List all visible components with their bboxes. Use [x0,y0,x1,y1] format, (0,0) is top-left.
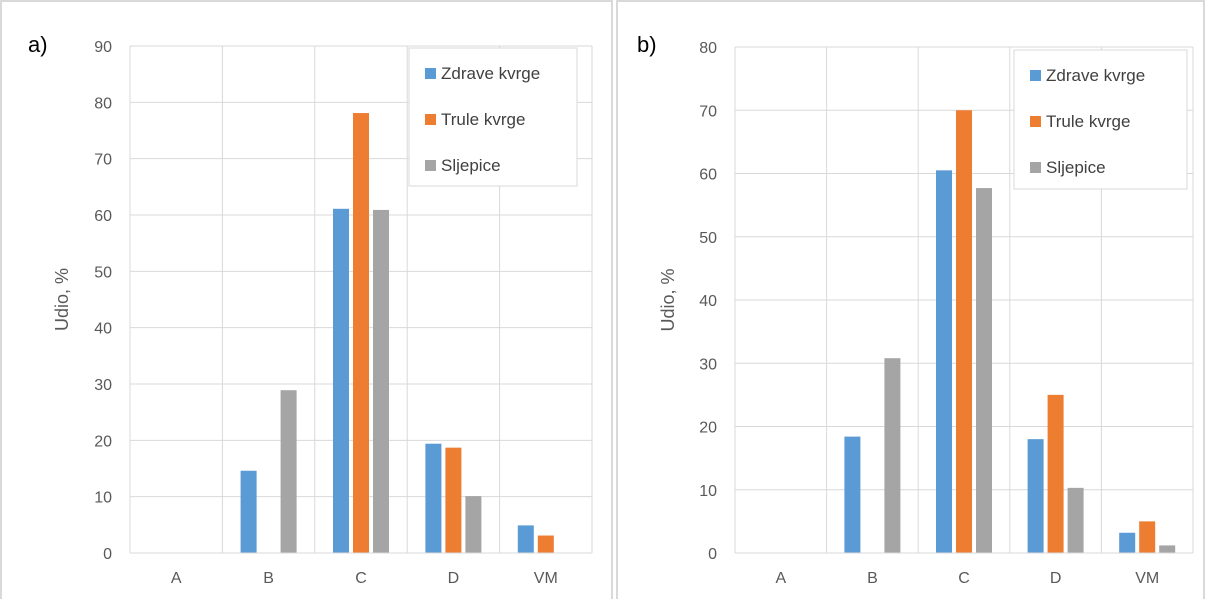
bar-chart-b: 0 10 20 30 40 50 60 70 80 Udio, % A B C D VM Zdrave kvr… [658,40,1194,587]
legend-swatch [1030,116,1041,127]
bar-zdrave-kvrge-vm [517,525,534,553]
bar-trule-kvrge-d [1047,394,1064,553]
bar-zdrave-kvrge-b [240,470,257,553]
y-tick-label: 80 [699,40,717,57]
panel-label-b: b) [637,32,657,57]
legend-box [1013,49,1188,190]
legend-label: Trule kvrge [441,110,525,129]
bars [844,110,1176,554]
bar-sljepice-vm [1159,545,1176,553]
x-tick-label: D [1050,570,1062,587]
legend-label: Zdrave kvrge [1046,66,1145,85]
x-tick-label: C [355,570,367,587]
bar-zdrave-kvrge-d [1027,439,1044,553]
x-tick-label: D [448,570,460,587]
y-axis-ticks: 0 10 20 30 40 50 60 70 80 [699,40,717,563]
bar-trule-kvrge-c [353,113,369,553]
legend-swatch [1030,162,1041,173]
x-tick-label: B [263,570,274,587]
y-tick-label: 10 [94,490,112,507]
bar-sljepice-b [280,390,297,553]
x-tick-label: C [958,570,970,587]
y-axis-title: Udio, % [658,268,678,331]
legend-label: Sljepice [441,156,501,175]
bar-sljepice-d [1067,487,1084,553]
bar-zdrave-kvrge-c [936,170,952,553]
legend-label: Zdrave kvrge [441,64,540,83]
chart-panel-b: b) 0 10 20 30 40 50 60 70 80 Udio, % A B C D VM Zdrave … [616,0,1205,599]
y-tick-label: 60 [94,208,112,225]
bars [240,113,554,553]
legend-label: Trule kvrge [1046,112,1130,131]
legend-swatch [425,114,436,125]
bar-trule-kvrge-vm [537,535,554,553]
chart-panel-a: a) 0 10 20 30 40 50 60 70 80 90 Udio, % A B C D VM Zdrav… [0,0,613,599]
y-tick-label: 20 [94,433,112,450]
y-axis-title: Udio, % [52,268,72,331]
x-tick-label: A [775,570,786,587]
bar-trule-kvrge-vm [1139,521,1156,553]
bar-trule-kvrge-d [445,447,462,553]
y-tick-label: 0 [708,546,717,563]
bar-sljepice-c [976,188,992,554]
y-tick-label: 80 [94,95,112,112]
y-axis-ticks: 0 10 20 30 40 50 60 70 80 90 [94,39,112,563]
y-tick-label: 30 [94,377,112,394]
bar-sljepice-c [373,209,389,553]
y-tick-label: 70 [699,103,717,120]
y-tick-label: 60 [699,167,717,184]
x-tick-label: VM [1135,570,1159,587]
y-tick-label: 50 [94,264,112,281]
bar-trule-kvrge-c [956,110,972,553]
y-tick-label: 70 [94,152,112,169]
bar-zdrave-kvrge-vm [1119,532,1136,553]
bar-sljepice-d [465,496,482,553]
panel-label-a: a) [28,32,48,57]
x-axis-ticks: A B C D VM [171,570,558,587]
legend-swatch [425,160,436,171]
y-tick-label: 30 [699,356,717,373]
legend: Zdrave kvrge Trule kvrge Sljepice [1013,49,1188,190]
legend: Zdrave kvrge Trule kvrge Sljepice [408,47,578,187]
legend-box [408,47,578,187]
bar-chart-a: 0 10 20 30 40 50 60 70 80 90 Udio, % A B C D VM Zdrave k… [52,39,593,587]
y-tick-label: 0 [103,546,112,563]
x-tick-label: B [867,570,878,587]
legend-label: Sljepice [1046,158,1106,177]
y-tick-label: 20 [699,420,717,437]
y-tick-label: 10 [699,483,717,500]
bar-sljepice-b [884,358,901,553]
legend-swatch [1030,70,1041,81]
bar-zdrave-kvrge-c [333,208,349,553]
x-tick-label: A [171,570,182,587]
bar-zdrave-kvrge-b [844,436,861,553]
y-tick-label: 40 [699,293,717,310]
y-tick-label: 90 [94,39,112,56]
x-axis-ticks: A B C D VM [775,570,1159,587]
bar-zdrave-kvrge-d [425,443,442,553]
legend-swatch [425,68,436,79]
y-tick-label: 50 [699,230,717,247]
x-tick-label: VM [534,570,558,587]
y-tick-label: 40 [94,321,112,338]
